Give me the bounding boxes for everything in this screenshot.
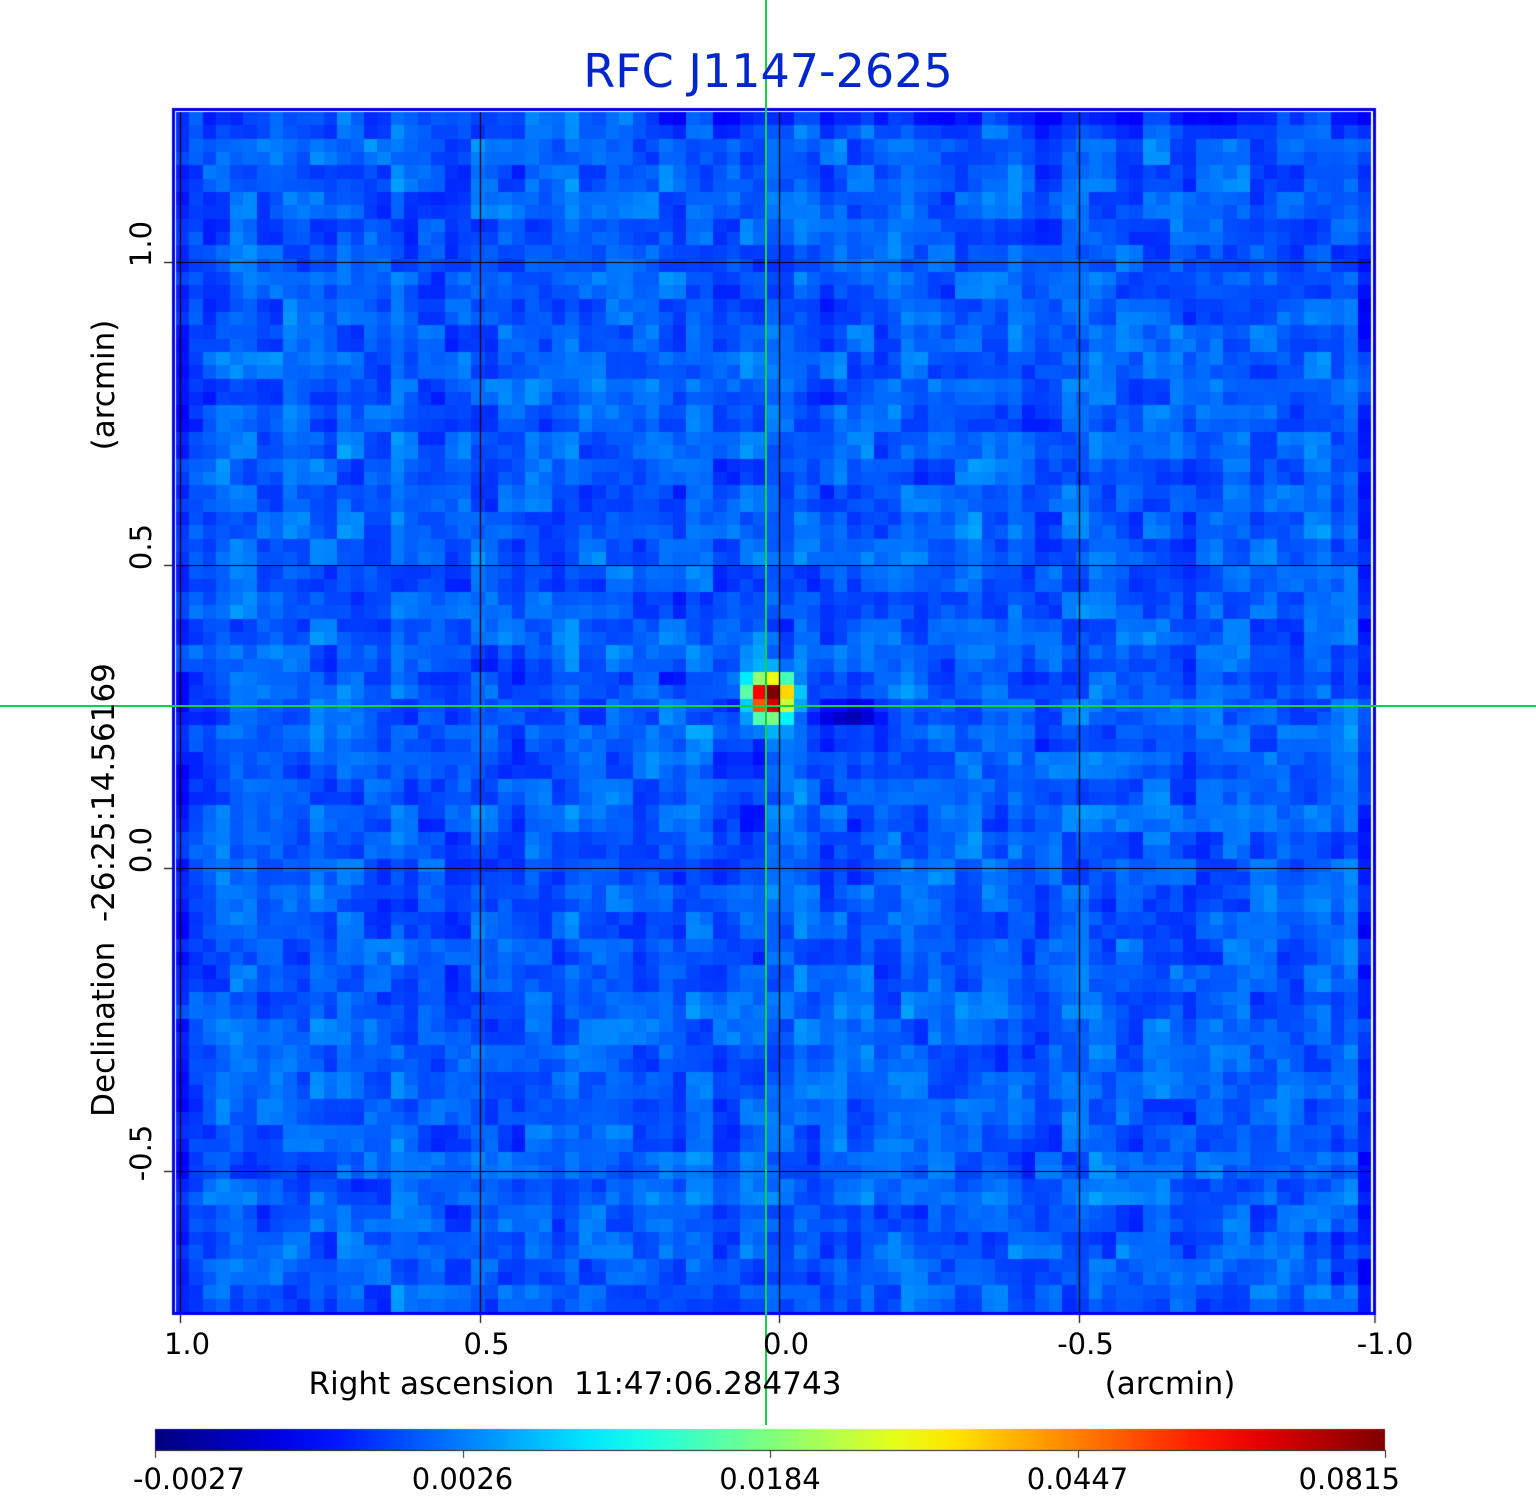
chart-title: RFC J1147-2625 (583, 44, 953, 98)
cb-tick-label: 0.0447 (1026, 1462, 1129, 1496)
crosshair-vertical-line (765, 0, 767, 1425)
x-tick-label: 1.0 (163, 1327, 211, 1361)
y-tick-label: 0.5 (124, 523, 158, 571)
cb-tick-label: 0.0815 (1298, 1462, 1400, 1496)
y-tick-label: 1.0 (124, 220, 158, 268)
cb-tick-label: 0.0026 (411, 1462, 514, 1496)
x-tick-label: 0.5 (463, 1327, 510, 1361)
x-axis-unit: (arcmin) (1104, 1366, 1236, 1402)
y-tick-label: -0.5 (124, 1124, 158, 1182)
x-tick-label: 0.0 (762, 1327, 810, 1361)
x-tick-label: -1.0 (1356, 1327, 1414, 1361)
y-axis-unit: (arcmin) (86, 319, 122, 451)
crosshair-horizontal-line (0, 705, 1536, 707)
cb-tick-label: -0.0027 (133, 1462, 245, 1496)
x-tick-label: -0.5 (1057, 1327, 1114, 1361)
x-axis-label: Right ascension 11:47:06.284743 (308, 1366, 842, 1402)
y-axis-label: Declination -26:25:14.56169 (86, 663, 122, 1117)
y-tick-label: 0.0 (124, 826, 158, 874)
cb-tick-label: 0.0184 (719, 1462, 821, 1496)
